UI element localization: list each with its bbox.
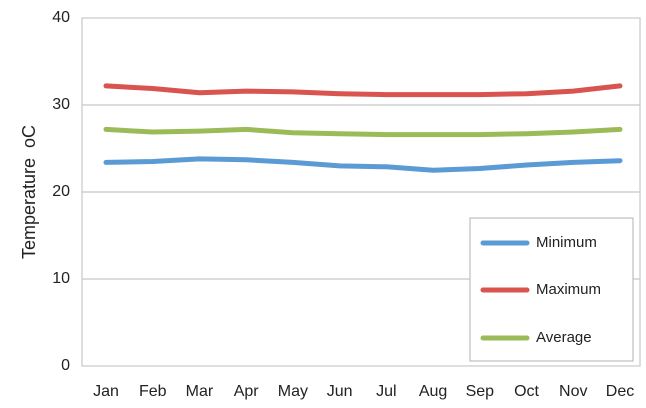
legend-label: Minimum bbox=[536, 234, 597, 251]
y-axis-title: Temperature oC bbox=[19, 125, 39, 259]
x-tick-label: Nov bbox=[559, 383, 587, 400]
y-axis-unit: oC bbox=[19, 125, 39, 148]
y-tick-label: 0 bbox=[61, 357, 70, 374]
y-tick-label: 10 bbox=[52, 270, 70, 287]
y-tick-label: 40 bbox=[52, 9, 70, 26]
x-tick-label: Sep bbox=[466, 383, 495, 400]
legend-item-average: Average bbox=[480, 329, 592, 346]
legend-label: Maximum bbox=[536, 281, 601, 298]
x-tick-label: Mar bbox=[186, 383, 214, 400]
x-tick-label: Apr bbox=[234, 383, 260, 400]
x-tick-label: Jun bbox=[327, 383, 353, 400]
y-tick-label: 20 bbox=[52, 183, 70, 200]
series-line-maximum bbox=[103, 83, 623, 98]
legend: Minimum Maximum Average bbox=[469, 217, 634, 362]
legend-item-minimum: Minimum bbox=[480, 234, 597, 251]
series-line-minimum bbox=[103, 156, 623, 173]
legend-items: Minimum Maximum Average bbox=[480, 234, 601, 346]
series-line-average bbox=[103, 126, 623, 138]
x-tick-label: Aug bbox=[419, 383, 447, 400]
x-tick-label: Jul bbox=[376, 383, 396, 400]
x-axis-ticks: Jan Feb Mar Apr May Jun Jul Aug Sep Oct Nov Dec bbox=[93, 383, 634, 400]
x-tick-label: Dec bbox=[606, 383, 634, 400]
x-tick-label: May bbox=[278, 383, 308, 400]
x-tick-label: Feb bbox=[139, 383, 167, 400]
series-lines bbox=[103, 83, 623, 173]
y-tick-label: 30 bbox=[52, 96, 70, 113]
legend-item-maximum: Maximum bbox=[480, 281, 601, 298]
legend-label: Average bbox=[536, 329, 592, 346]
x-tick-label: Jan bbox=[93, 383, 119, 400]
x-tick-label: Oct bbox=[514, 383, 539, 400]
y-axis-ticks: 0 10 20 30 40 bbox=[52, 9, 70, 374]
